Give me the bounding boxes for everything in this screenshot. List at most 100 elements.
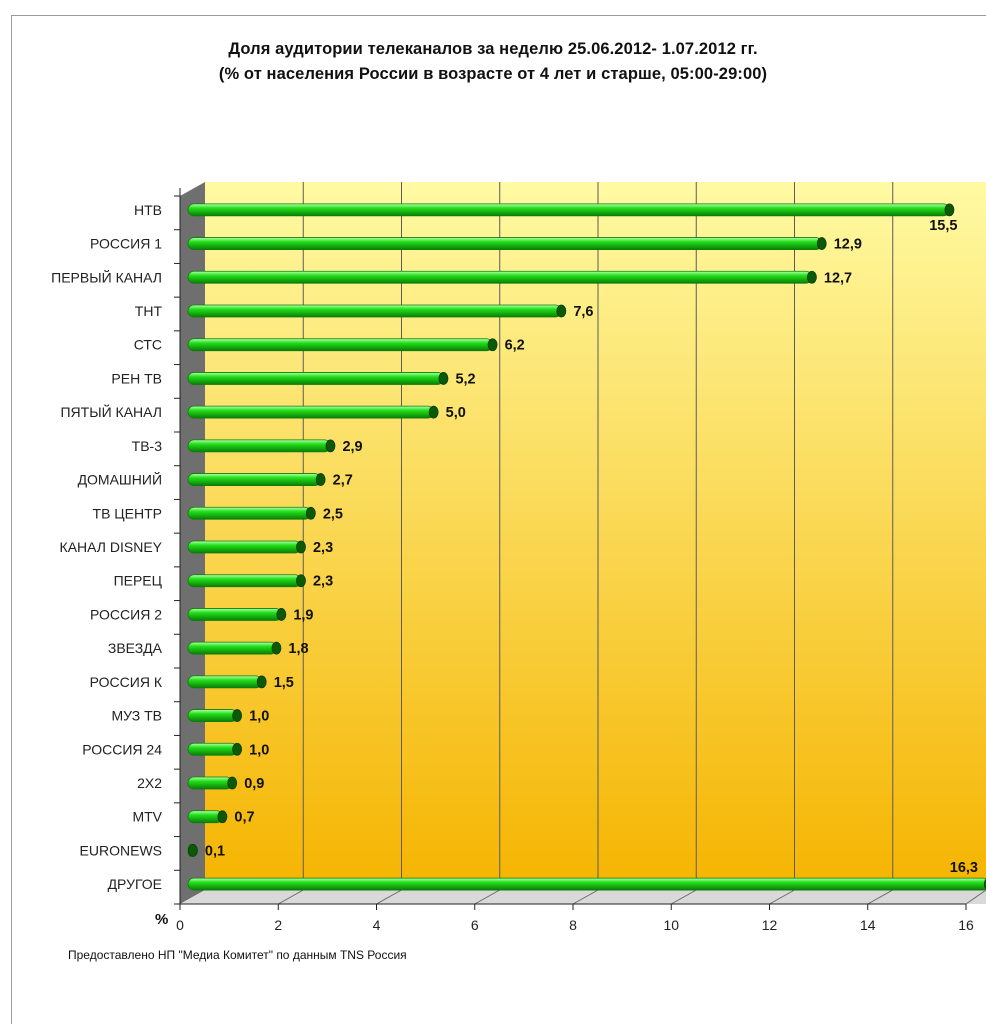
gridlines bbox=[278, 182, 986, 905]
value-label: 1,0 bbox=[249, 742, 269, 758]
bar-end-cap bbox=[944, 203, 955, 217]
bar bbox=[187, 540, 302, 554]
bar bbox=[187, 439, 331, 453]
x-tick-label: 12 bbox=[762, 917, 778, 933]
bar bbox=[187, 675, 263, 689]
bar-end-cap bbox=[806, 270, 817, 284]
bar bbox=[187, 641, 277, 655]
bar-end-cap bbox=[556, 304, 567, 318]
category-label: НТВ bbox=[134, 202, 162, 218]
gridline-floor bbox=[376, 889, 402, 905]
bar bbox=[187, 237, 823, 250]
x-tick-label: 4 bbox=[373, 917, 381, 933]
category-label: ТНТ bbox=[135, 303, 163, 319]
category-label: РЕН ТВ bbox=[111, 370, 162, 386]
category-label: МУЗ ТВ bbox=[112, 708, 162, 724]
category-label: РОССИЯ 2 bbox=[90, 606, 162, 622]
category-label: ТВ ЦЕНТР bbox=[93, 505, 162, 521]
value-label: 0,7 bbox=[234, 810, 254, 826]
bar-end-cap bbox=[227, 776, 238, 790]
x-tick-label: 8 bbox=[569, 917, 577, 933]
bar bbox=[187, 608, 282, 621]
value-label: 2,3 bbox=[313, 540, 333, 556]
value-label: 2,3 bbox=[313, 574, 333, 590]
value-label: 0,9 bbox=[244, 776, 264, 792]
category-label: ДОМАШНИЙ bbox=[78, 471, 162, 488]
category-label: РОССИЯ К bbox=[90, 674, 163, 690]
bar-end-cap bbox=[256, 675, 267, 689]
gridline-floor bbox=[572, 889, 599, 905]
value-label: 7,6 bbox=[573, 304, 593, 320]
x-tick-label: 6 bbox=[471, 917, 479, 933]
category-label: EURONEWS bbox=[80, 842, 162, 858]
bar bbox=[187, 742, 238, 756]
category-label: ПЕРВЫЙ КАНАЛ bbox=[51, 268, 162, 285]
bar-end-cap bbox=[325, 439, 336, 453]
value-label: 1,0 bbox=[249, 709, 269, 725]
bar-end-cap bbox=[232, 742, 243, 756]
category-label: РОССИЯ 24 bbox=[82, 741, 162, 757]
bar bbox=[187, 372, 444, 385]
value-label: 12,7 bbox=[824, 270, 852, 286]
bar bbox=[187, 338, 493, 352]
value-label: 2,9 bbox=[342, 439, 362, 455]
x-tick-label: 14 bbox=[860, 917, 876, 933]
bars: НТВ 15,5 РОССИЯ 1 12,9 ПЕРВЫЙ КАНАЛ 12,7 ТНТ 7,… bbox=[51, 202, 986, 892]
category-label: ПЯТЫЙ КАНАЛ bbox=[60, 403, 162, 420]
bar bbox=[187, 810, 223, 824]
category-label: РОССИЯ 1 bbox=[90, 236, 162, 252]
value-label: 5,2 bbox=[455, 371, 475, 387]
chart-title: Доля аудитории телеканалов за неделю 25.… bbox=[228, 40, 758, 58]
bar-end-cap bbox=[428, 405, 439, 419]
value-label: 1,9 bbox=[293, 607, 313, 623]
bar bbox=[187, 473, 322, 486]
value-label: 5,0 bbox=[446, 405, 466, 421]
category-label: ЗВЕЗДА bbox=[108, 640, 163, 656]
category-label: СТС bbox=[134, 337, 162, 353]
bar-end-cap bbox=[315, 473, 326, 486]
value-label: 6,2 bbox=[505, 338, 525, 354]
bar bbox=[187, 506, 312, 520]
value-label: 16,3 bbox=[950, 860, 978, 876]
gridline-floor bbox=[671, 889, 697, 905]
bar-end-cap bbox=[296, 540, 306, 554]
bar-end-cap bbox=[276, 608, 287, 621]
plot-back-wall bbox=[205, 182, 986, 890]
bar-end-cap bbox=[217, 810, 228, 824]
value-label: 0,1 bbox=[205, 843, 225, 859]
bar-end-cap bbox=[232, 709, 243, 722]
bar bbox=[187, 574, 302, 588]
source-note: Предоставлено НП "Медиа Комитет" по данн… bbox=[68, 948, 407, 962]
bar-end-cap bbox=[188, 844, 198, 857]
value-label: 15,5 bbox=[929, 218, 957, 234]
category-label: КАНАЛ DISNEY bbox=[60, 539, 163, 555]
value-label: 1,5 bbox=[274, 675, 294, 691]
value-label: 1,8 bbox=[288, 641, 308, 657]
bar bbox=[187, 709, 238, 722]
x-tick-label: 0 bbox=[176, 917, 184, 933]
x-tick-label: 16 bbox=[958, 917, 974, 933]
x-axis-label: % bbox=[155, 911, 168, 928]
category-label: ТВ-3 bbox=[132, 438, 163, 454]
value-label: 12,9 bbox=[834, 237, 862, 253]
category-label: MTV bbox=[132, 809, 162, 825]
plot-floor bbox=[180, 890, 986, 904]
gridline-floor bbox=[965, 889, 986, 905]
bar bbox=[187, 203, 950, 217]
plot-area bbox=[180, 182, 986, 904]
bar bbox=[187, 304, 562, 318]
bar-end-cap bbox=[816, 237, 827, 250]
bar-end-cap bbox=[296, 574, 306, 588]
bar-end-cap bbox=[271, 641, 282, 655]
bar-end-cap bbox=[305, 506, 316, 520]
category-label: ПЕРЕЦ bbox=[114, 573, 163, 589]
value-label: 2,7 bbox=[333, 473, 353, 489]
category-label: 2Х2 bbox=[137, 775, 162, 791]
bar-end-cap bbox=[487, 338, 498, 352]
category-label: ДРУГОЕ bbox=[108, 876, 162, 892]
gridline-floor bbox=[769, 889, 795, 905]
chart-subtitle: (% от населения России в возрасте от 4 л… bbox=[218, 65, 768, 83]
bar bbox=[187, 270, 813, 284]
value-label: 2,5 bbox=[323, 506, 343, 522]
